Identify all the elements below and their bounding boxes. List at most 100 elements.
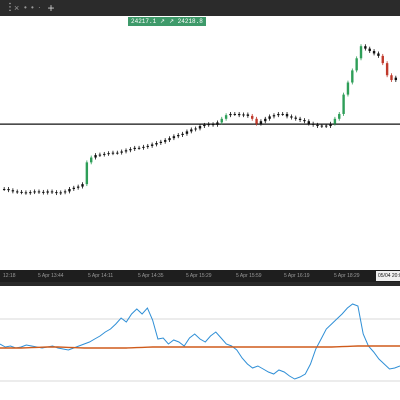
indicator-panel[interactable]	[0, 286, 400, 400]
candle-body	[107, 153, 110, 155]
candle-body	[133, 147, 136, 150]
candle-body	[351, 70, 354, 83]
indicator-chart[interactable]	[0, 286, 400, 400]
candle-body	[359, 46, 363, 59]
tab-options-icon[interactable]: • • · • •	[24, 3, 42, 28]
candle-body	[285, 113, 289, 117]
candle-body	[172, 136, 176, 139]
candle-body	[181, 133, 184, 136]
candle-body	[385, 63, 389, 76]
time-axis: 12:18 5 Apr 13:44 5 Apr 14:11 5 Apr 14:3…	[0, 270, 400, 282]
price-chart[interactable]	[0, 16, 400, 270]
candle-body	[129, 149, 132, 151]
price-chart-panel[interactable]: 24217.1 ↗ ↗ 24218.8	[0, 16, 400, 270]
candle-body	[124, 150, 128, 152]
arrow-icon: ↗	[159, 18, 165, 25]
candle-body	[216, 122, 219, 125]
candle-body	[116, 152, 119, 154]
indicator-slow-line[interactable]	[0, 345, 400, 349]
candle-body	[68, 188, 71, 192]
candle-body	[85, 162, 89, 185]
candle-body	[42, 191, 45, 193]
candle-body	[142, 146, 145, 148]
candle-body	[81, 184, 84, 187]
close-icon[interactable]: ×	[14, 3, 20, 13]
time-label: 5 Apr 15:29	[186, 273, 212, 279]
candle-body	[372, 51, 376, 54]
candle-body	[220, 118, 223, 123]
candle-body	[146, 145, 149, 147]
candle-body	[298, 118, 302, 121]
candle-body	[94, 155, 97, 158]
candle-body	[268, 116, 271, 119]
time-label: 5 Apr 14:11	[88, 273, 114, 279]
candle-body	[76, 186, 80, 188]
candle-body	[237, 113, 241, 116]
candle-body	[368, 48, 371, 52]
panel-divider[interactable]	[0, 282, 400, 286]
candle-body	[303, 120, 306, 122]
candle-body	[307, 121, 310, 124]
candle-body	[259, 121, 263, 124]
candle-body	[203, 124, 206, 127]
candle-body	[211, 124, 215, 126]
candle-body	[90, 157, 93, 163]
candle-body	[329, 123, 332, 127]
candle-body	[242, 114, 245, 116]
candle-body	[311, 123, 315, 125]
time-label: 5 Apr 13:44	[38, 273, 64, 279]
price-tag-bid[interactable]: 24217.1 ↗	[128, 17, 168, 26]
candle-body	[46, 191, 49, 193]
candle-body	[272, 115, 276, 117]
time-label: 5 Apr 16:19	[284, 273, 310, 279]
candle-body	[229, 113, 232, 116]
candle-body	[24, 192, 28, 194]
candle-body	[233, 113, 237, 115]
candle-body	[29, 192, 32, 194]
crosshair-time-label: 05/04 20:0	[376, 271, 400, 281]
tab-bar: ⋮ × • • · • • +	[0, 0, 400, 28]
candle-body	[2, 188, 6, 190]
candle-body	[320, 125, 324, 127]
candle-body	[294, 117, 297, 119]
candle-body	[381, 55, 384, 64]
candle-body	[155, 143, 158, 145]
candle-body	[163, 140, 167, 142]
candle-body	[246, 114, 250, 116]
candle-body	[111, 152, 115, 154]
price-tag-ask-label: 24218.8	[177, 18, 203, 25]
candle-body	[390, 75, 393, 81]
candle-body	[7, 188, 10, 191]
candle-body	[177, 135, 180, 137]
time-label: 12:18	[3, 273, 16, 279]
candle-body	[20, 191, 23, 193]
price-tag-ask[interactable]: ↗ 24218.8	[166, 17, 206, 26]
arrow-icon: ↗	[169, 18, 178, 25]
candle-body	[264, 118, 267, 122]
candle-body	[207, 124, 210, 126]
candle-body	[50, 191, 54, 193]
candle-body	[37, 191, 41, 193]
candle-body	[346, 82, 350, 95]
indicator-fast-line[interactable]	[0, 303, 400, 380]
candle-body	[103, 153, 106, 155]
candle-body	[137, 147, 141, 149]
candle-body	[377, 53, 380, 56]
candle-body	[185, 131, 189, 134]
candle-body	[55, 192, 58, 194]
candle-body	[72, 187, 76, 189]
time-label: 5 Apr 14:35	[138, 273, 164, 279]
candle-body	[277, 113, 280, 116]
candle-body	[98, 154, 102, 156]
candle-body	[59, 192, 62, 194]
candle-body	[364, 46, 367, 49]
candle-body	[33, 191, 36, 193]
candle-body	[342, 94, 345, 114]
time-label: 5 Apr 15:59	[236, 273, 262, 279]
chart-tab-handle-icon[interactable]: ⋮	[5, 2, 15, 13]
candle-body	[355, 58, 358, 71]
candle-body	[251, 115, 254, 119]
candle-body	[194, 128, 197, 130]
candle-body	[168, 138, 171, 141]
add-tab-button[interactable]: +	[47, 1, 55, 15]
